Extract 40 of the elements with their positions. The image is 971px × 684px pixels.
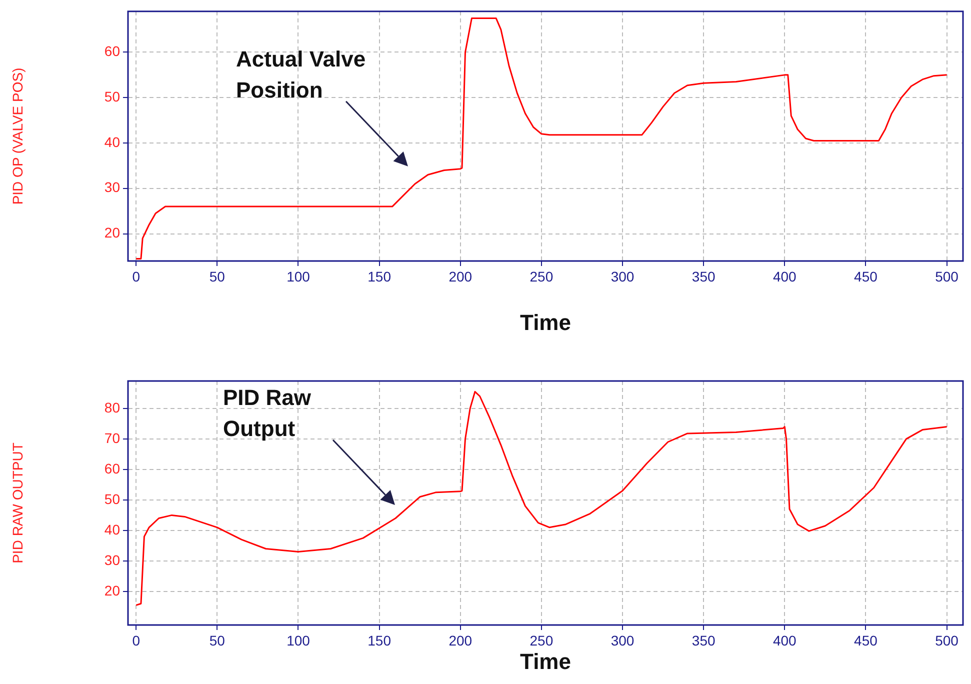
x-tick-label: 350 bbox=[692, 632, 716, 648]
y-tick-label: 30 bbox=[104, 179, 120, 196]
x-axis-title: Time bbox=[520, 310, 571, 335]
x-axis-title: Time bbox=[520, 648, 571, 674]
x-tick-label: 200 bbox=[448, 268, 472, 284]
y-axis-title: PID RAW OUTPUT bbox=[9, 442, 26, 564]
x-tick-label: 0 bbox=[132, 632, 140, 648]
x-tick-label: 250 bbox=[530, 268, 554, 284]
x-tick-label: 50 bbox=[209, 632, 226, 648]
x-tick-label: 400 bbox=[772, 268, 797, 284]
x-tick-label: 300 bbox=[610, 268, 634, 284]
x-tick-label: 200 bbox=[448, 632, 472, 648]
x-tick-label: 500 bbox=[935, 268, 959, 284]
x-tick-label: 350 bbox=[692, 268, 716, 284]
y-tick-label: 80 bbox=[104, 399, 120, 416]
x-tick-label: 500 bbox=[935, 632, 959, 648]
x-tick-label: 450 bbox=[854, 632, 878, 648]
x-tick-label: 100 bbox=[286, 632, 310, 648]
y-tick-label: 30 bbox=[104, 552, 120, 568]
x-tick-label: 150 bbox=[368, 632, 392, 648]
y-tick-label: 20 bbox=[104, 582, 120, 598]
y-tick-label: 60 bbox=[104, 43, 120, 60]
y-tick-label: 60 bbox=[104, 460, 120, 476]
x-tick-label: 150 bbox=[368, 268, 392, 284]
y-tick-label: 40 bbox=[104, 521, 120, 538]
y-tick-label: 40 bbox=[104, 134, 120, 150]
x-tick-label: 100 bbox=[286, 268, 310, 284]
x-tick-label: 300 bbox=[610, 632, 634, 648]
x-tick-label: 50 bbox=[209, 268, 226, 284]
y-tick-label: 20 bbox=[104, 224, 120, 241]
x-tick-label: 400 bbox=[772, 632, 797, 648]
y-tick-label: 50 bbox=[104, 88, 120, 104]
annotation: PID Raw Output bbox=[223, 385, 312, 442]
y-tick-label: 50 bbox=[104, 490, 120, 507]
x-tick-label: 450 bbox=[854, 268, 878, 284]
x-tick-label: 0 bbox=[132, 268, 140, 284]
x-tick-label: 250 bbox=[530, 632, 554, 648]
y-axis-title: PID OP (VALVE POS) bbox=[9, 68, 26, 205]
annotation: Actual Valve Position bbox=[236, 46, 366, 102]
y-tick-label: 70 bbox=[104, 430, 120, 446]
